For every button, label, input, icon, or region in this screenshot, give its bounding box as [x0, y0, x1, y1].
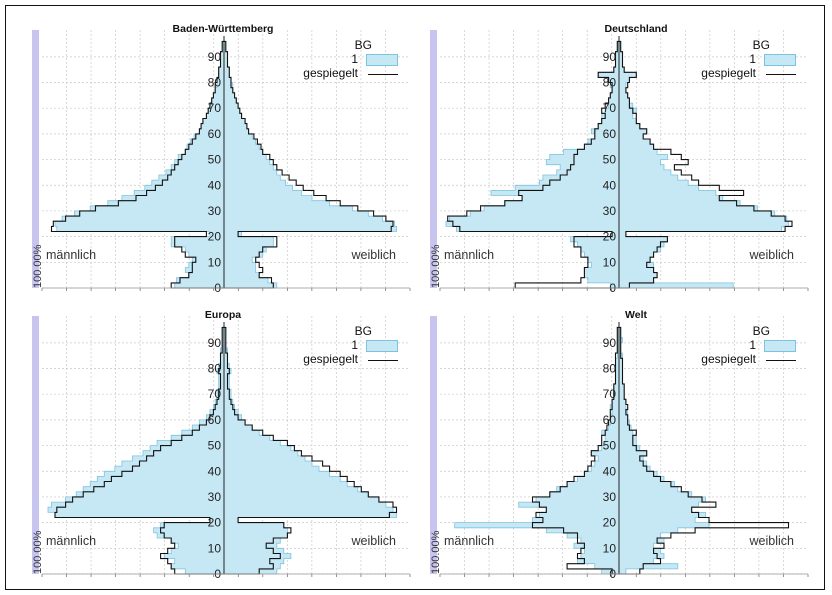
series-gespiegelt-male-line	[531, 326, 619, 575]
series-gespiegelt-male-line	[50, 40, 224, 289]
female-label: weiblich	[351, 534, 396, 548]
legend-line-swatch	[368, 360, 398, 361]
y-tick-label: 10	[208, 255, 222, 269]
sidebar-strip	[32, 30, 39, 288]
y-tick-label: 30	[208, 490, 222, 504]
y-tick-label: 90	[208, 50, 222, 64]
chart-frame: 0 10 20 30 40 50 60 70 80 90 Baden-Württemberg BG…	[5, 5, 825, 590]
series-gespiegelt-female-line	[619, 40, 793, 289]
y-tick-label: 10	[603, 541, 617, 555]
percent-label: 100.00%	[430, 530, 442, 574]
panel-deutschland: 0 10 20 30 40 50 60 70 80 90 Deutschland BG 1 ges…	[426, 23, 816, 295]
y-tick-label: 70	[208, 101, 222, 115]
series-gespiegelt-male-line	[447, 40, 619, 289]
y-tick-label: 70	[208, 387, 222, 401]
male-label: männlich	[444, 534, 495, 548]
legend-line-swatch	[368, 74, 398, 75]
y-tick-label: 80	[603, 76, 617, 90]
series-gespiegelt-female-line	[619, 326, 790, 575]
series-gespiegelt-female-line	[224, 40, 394, 289]
panel-title: Baden-Württemberg	[172, 23, 274, 35]
y-tick-label: 50	[208, 153, 222, 167]
legend-title: BG	[752, 38, 770, 52]
legend-series2-label: gespiegelt	[303, 352, 358, 366]
legend-series1-label: 1	[351, 52, 358, 66]
panel-title: Europa	[204, 309, 242, 321]
y-tick-label: 10	[603, 255, 617, 269]
y-tick-label: 80	[208, 76, 222, 90]
sidebar-strip	[430, 30, 437, 288]
y-tick-label: 40	[208, 464, 222, 478]
series-1-female-area	[618, 41, 789, 289]
series-gespiegelt-female-line	[224, 326, 398, 575]
legend: BG 1 gespiegelt	[676, 324, 796, 372]
percent-label: 100.00%	[430, 244, 442, 288]
y-tick-label: 70	[603, 101, 617, 115]
legend-series2-label: gespiegelt	[701, 66, 756, 80]
panel-europa: 0 10 20 30 40 50 60 70 80 90 Europa BG 1 gespiege…	[28, 309, 418, 581]
female-label: weiblich	[749, 534, 794, 548]
y-tick-label: 90	[603, 50, 617, 64]
y-tick-label: 20	[603, 516, 617, 530]
legend-title: BG	[752, 324, 770, 338]
legend-series2-label: gespiegelt	[303, 66, 358, 80]
y-tick-label: 10	[208, 541, 222, 555]
male-label: männlich	[444, 248, 495, 262]
legend-series1-label: 1	[749, 338, 756, 352]
y-tick-label: 40	[603, 464, 617, 478]
legend-series1-label: 1	[749, 52, 756, 66]
y-tick-label: 60	[208, 127, 222, 141]
y-tick-label: 90	[603, 336, 617, 350]
male-label: männlich	[46, 248, 97, 262]
legend-line-swatch	[766, 74, 796, 75]
legend-line-swatch	[766, 360, 796, 361]
legend-title: BG	[354, 38, 372, 52]
legend: BG 1 gespiegelt	[278, 324, 398, 372]
y-tick-label: 20	[208, 230, 222, 244]
panel-welt: 0 10 20 30 40 50 60 70 80 90 Welt BG 1 gespiegelt…	[426, 309, 816, 581]
legend-fill-swatch	[764, 54, 796, 66]
y-tick-label: 50	[603, 439, 617, 453]
y-tick-label: 30	[603, 204, 617, 218]
y-tick-label: 20	[208, 516, 222, 530]
y-tick-label: 20	[603, 230, 617, 244]
y-tick-label: 60	[603, 127, 617, 141]
legend: BG 1 gespiegelt	[278, 38, 398, 86]
y-tick-label: 30	[603, 490, 617, 504]
legend: BG 1 gespiegelt	[676, 38, 796, 86]
y-tick-label: 70	[603, 387, 617, 401]
y-tick-label: 60	[208, 413, 222, 427]
y-tick-label: 80	[603, 362, 617, 376]
series-gespiegelt-male-line	[54, 326, 224, 575]
y-tick-label: 40	[208, 178, 222, 192]
female-label: weiblich	[351, 248, 396, 262]
percent-label: 100.00%	[32, 244, 44, 288]
y-tick-label: 60	[603, 413, 617, 427]
legend-series1-label: 1	[351, 338, 358, 352]
legend-fill-swatch	[366, 340, 398, 352]
legend-title: BG	[354, 324, 372, 338]
panel-title: Welt	[625, 309, 647, 321]
male-label: männlich	[46, 534, 97, 548]
female-label: weiblich	[749, 248, 794, 262]
sidebar-strip	[32, 316, 39, 574]
panel-baden-wuerttemberg: 0 10 20 30 40 50 60 70 80 90 Baden-Württemberg BG…	[28, 23, 418, 295]
legend-fill-swatch	[366, 54, 398, 66]
y-tick-label: 50	[208, 439, 222, 453]
y-tick-label: 50	[603, 153, 617, 167]
panel-title: Deutschland	[604, 23, 668, 35]
y-tick-label: 90	[208, 336, 222, 350]
legend-fill-swatch	[764, 340, 796, 352]
sidebar-strip	[430, 316, 437, 574]
y-tick-label: 30	[208, 204, 222, 218]
legend-series2-label: gespiegelt	[701, 352, 756, 366]
y-tick-label: 80	[208, 362, 222, 376]
percent-label: 100.00%	[32, 530, 44, 574]
y-tick-label: 40	[603, 178, 617, 192]
